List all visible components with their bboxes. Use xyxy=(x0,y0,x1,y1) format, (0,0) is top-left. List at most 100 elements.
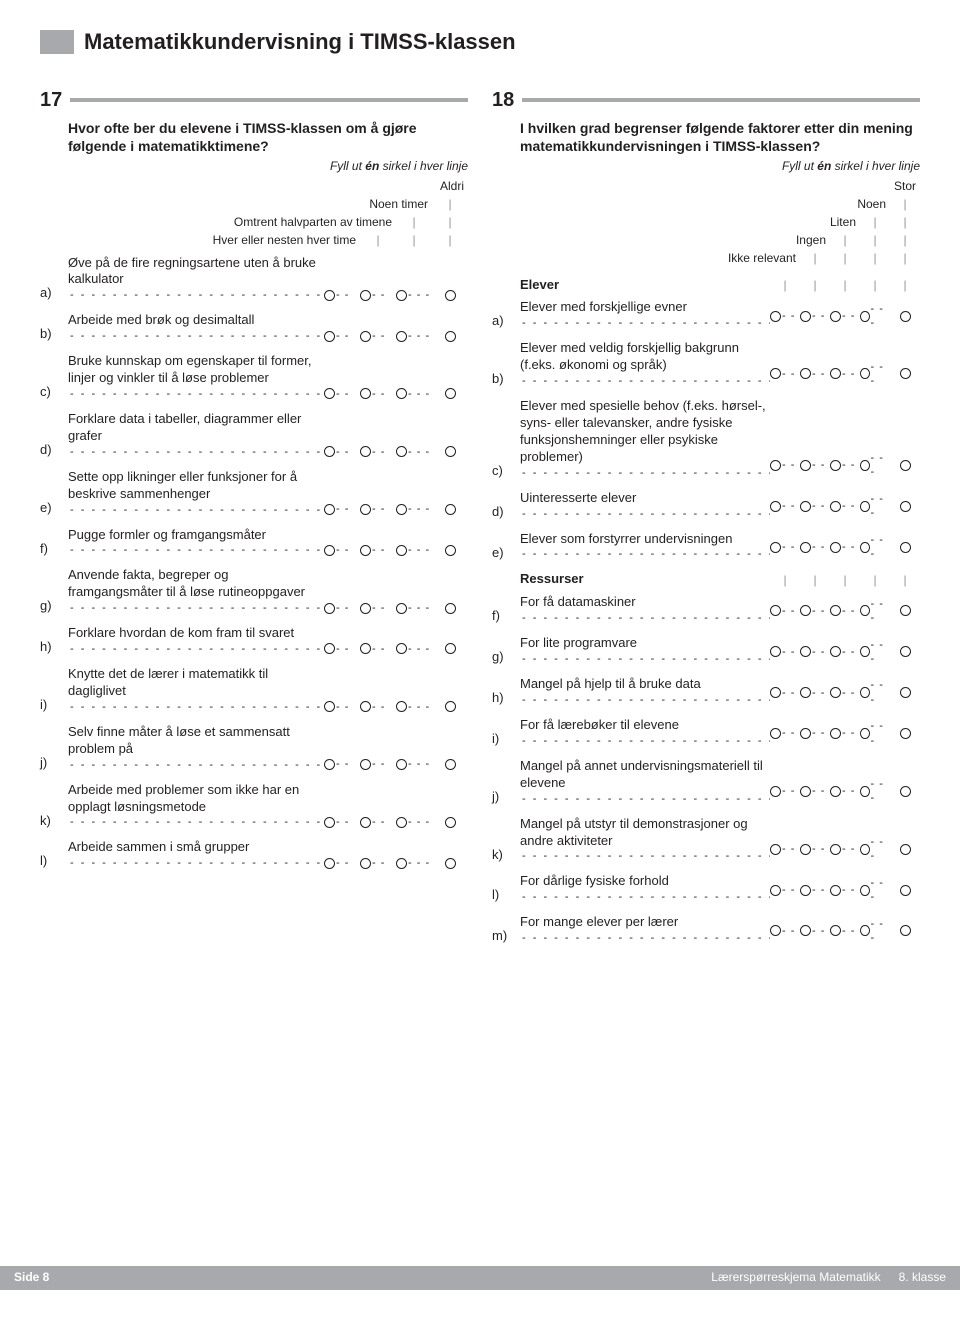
answer-bubble[interactable] xyxy=(324,858,335,869)
answer-bubble[interactable] xyxy=(360,603,371,614)
answer-bubble[interactable] xyxy=(800,311,811,322)
answer-bubble[interactable] xyxy=(830,885,841,896)
answer-bubble[interactable] xyxy=(770,368,781,379)
answer-bubble[interactable] xyxy=(800,605,811,616)
answer-bubble[interactable] xyxy=(324,759,335,770)
answer-bubble[interactable] xyxy=(800,786,811,797)
answer-bubble[interactable] xyxy=(770,542,781,553)
answer-bubble[interactable] xyxy=(860,646,870,657)
answer-bubble[interactable] xyxy=(324,331,335,342)
answer-bubble[interactable] xyxy=(900,605,911,616)
answer-bubble[interactable] xyxy=(445,701,456,712)
answer-bubble[interactable] xyxy=(830,542,841,553)
answer-bubble[interactable] xyxy=(324,504,335,515)
answer-bubble[interactable] xyxy=(860,844,870,855)
answer-bubble[interactable] xyxy=(396,290,407,301)
answer-bubble[interactable] xyxy=(445,858,456,869)
answer-bubble[interactable] xyxy=(900,542,911,553)
answer-bubble[interactable] xyxy=(324,603,335,614)
answer-bubble[interactable] xyxy=(860,885,870,896)
answer-bubble[interactable] xyxy=(445,331,456,342)
answer-bubble[interactable] xyxy=(360,817,371,828)
answer-bubble[interactable] xyxy=(360,331,371,342)
answer-bubble[interactable] xyxy=(770,460,781,471)
answer-bubble[interactable] xyxy=(770,646,781,657)
answer-bubble[interactable] xyxy=(800,885,811,896)
answer-bubble[interactable] xyxy=(900,501,911,512)
answer-bubble[interactable] xyxy=(860,605,870,616)
answer-bubble[interactable] xyxy=(860,786,870,797)
answer-bubble[interactable] xyxy=(800,460,811,471)
answer-bubble[interactable] xyxy=(800,368,811,379)
answer-bubble[interactable] xyxy=(445,817,456,828)
answer-bubble[interactable] xyxy=(860,728,870,739)
answer-bubble[interactable] xyxy=(324,446,335,457)
answer-bubble[interactable] xyxy=(770,925,781,936)
answer-bubble[interactable] xyxy=(800,501,811,512)
answer-bubble[interactable] xyxy=(800,542,811,553)
answer-bubble[interactable] xyxy=(860,925,870,936)
answer-bubble[interactable] xyxy=(830,687,841,698)
answer-bubble[interactable] xyxy=(445,603,456,614)
answer-bubble[interactable] xyxy=(770,501,781,512)
answer-bubble[interactable] xyxy=(830,925,841,936)
answer-bubble[interactable] xyxy=(800,687,811,698)
answer-bubble[interactable] xyxy=(770,844,781,855)
answer-bubble[interactable] xyxy=(396,504,407,515)
answer-bubble[interactable] xyxy=(396,545,407,556)
answer-bubble[interactable] xyxy=(360,290,371,301)
answer-bubble[interactable] xyxy=(900,728,911,739)
answer-bubble[interactable] xyxy=(324,290,335,301)
answer-bubble[interactable] xyxy=(396,643,407,654)
answer-bubble[interactable] xyxy=(445,388,456,399)
answer-bubble[interactable] xyxy=(770,687,781,698)
answer-bubble[interactable] xyxy=(396,858,407,869)
answer-bubble[interactable] xyxy=(830,311,841,322)
answer-bubble[interactable] xyxy=(830,786,841,797)
answer-bubble[interactable] xyxy=(800,646,811,657)
answer-bubble[interactable] xyxy=(360,858,371,869)
answer-bubble[interactable] xyxy=(800,728,811,739)
answer-bubble[interactable] xyxy=(800,925,811,936)
answer-bubble[interactable] xyxy=(324,643,335,654)
answer-bubble[interactable] xyxy=(770,885,781,896)
answer-bubble[interactable] xyxy=(830,368,841,379)
answer-bubble[interactable] xyxy=(900,885,911,896)
answer-bubble[interactable] xyxy=(770,786,781,797)
answer-bubble[interactable] xyxy=(860,311,870,322)
answer-bubble[interactable] xyxy=(360,759,371,770)
answer-bubble[interactable] xyxy=(396,331,407,342)
answer-bubble[interactable] xyxy=(324,388,335,399)
answer-bubble[interactable] xyxy=(396,446,407,457)
answer-bubble[interactable] xyxy=(360,701,371,712)
answer-bubble[interactable] xyxy=(900,844,911,855)
answer-bubble[interactable] xyxy=(324,817,335,828)
answer-bubble[interactable] xyxy=(770,605,781,616)
answer-bubble[interactable] xyxy=(830,501,841,512)
answer-bubble[interactable] xyxy=(900,786,911,797)
answer-bubble[interactable] xyxy=(900,368,911,379)
answer-bubble[interactable] xyxy=(830,728,841,739)
answer-bubble[interactable] xyxy=(900,460,911,471)
answer-bubble[interactable] xyxy=(770,728,781,739)
answer-bubble[interactable] xyxy=(900,687,911,698)
answer-bubble[interactable] xyxy=(445,545,456,556)
answer-bubble[interactable] xyxy=(396,759,407,770)
answer-bubble[interactable] xyxy=(445,643,456,654)
answer-bubble[interactable] xyxy=(324,701,335,712)
answer-bubble[interactable] xyxy=(830,605,841,616)
answer-bubble[interactable] xyxy=(445,446,456,457)
answer-bubble[interactable] xyxy=(860,687,870,698)
answer-bubble[interactable] xyxy=(445,759,456,770)
answer-bubble[interactable] xyxy=(360,388,371,399)
answer-bubble[interactable] xyxy=(830,844,841,855)
answer-bubble[interactable] xyxy=(860,368,870,379)
answer-bubble[interactable] xyxy=(396,388,407,399)
answer-bubble[interactable] xyxy=(860,460,870,471)
answer-bubble[interactable] xyxy=(900,311,911,322)
answer-bubble[interactable] xyxy=(900,925,911,936)
answer-bubble[interactable] xyxy=(830,460,841,471)
answer-bubble[interactable] xyxy=(360,504,371,515)
answer-bubble[interactable] xyxy=(396,701,407,712)
answer-bubble[interactable] xyxy=(445,290,456,301)
